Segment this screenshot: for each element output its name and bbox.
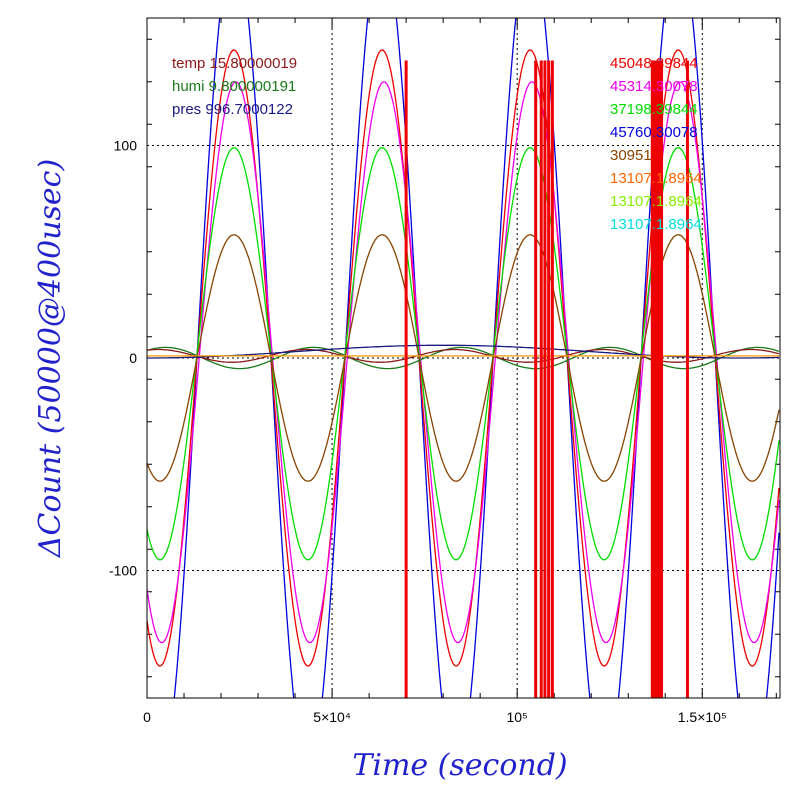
x-tick-label: 10⁵ [506,709,527,725]
y-axis-label: ΔCount (50000@400usec) [33,159,68,558]
y-tick-label: -100 [109,563,137,579]
legend-right-entry: 45314.30078 [610,78,698,95]
series-line [147,81,780,644]
legend-left-entry: pres 996.7000122 [172,101,293,118]
x-tick-label: 0 [143,709,151,725]
legend-right-entry: 30951 [610,147,652,164]
x-tick-label: 5×10⁴ [313,709,351,725]
series-line [147,346,780,370]
y-tick-label: 100 [114,138,138,154]
legend-left-entry: humi 9.800000191 [172,78,296,95]
x-axis-label: Time (second) [352,748,567,783]
series-line [147,49,780,667]
series-group [147,18,780,698]
plot-frame [146,17,781,699]
legend-right-entry: 13107.1.8964 [610,193,702,210]
legend-left-entry: temp 15.80000019 [172,55,297,72]
series-line [147,147,780,561]
y-tick-label: 0 [129,350,137,366]
series-line [173,18,780,698]
legend-right-entry: 45048.39844 [610,55,698,72]
legend-right-entry: 13107.1.8964 [610,170,702,187]
x-tick-label: 1.5×10⁵ [678,709,727,725]
legend-right-entry: 45760.30078 [610,124,698,141]
series-line [147,234,780,482]
series-line [147,348,780,363]
legend-right-entry: 37198.39844 [610,101,698,118]
legend-right-entry: 13107.1.8964 [610,216,702,233]
